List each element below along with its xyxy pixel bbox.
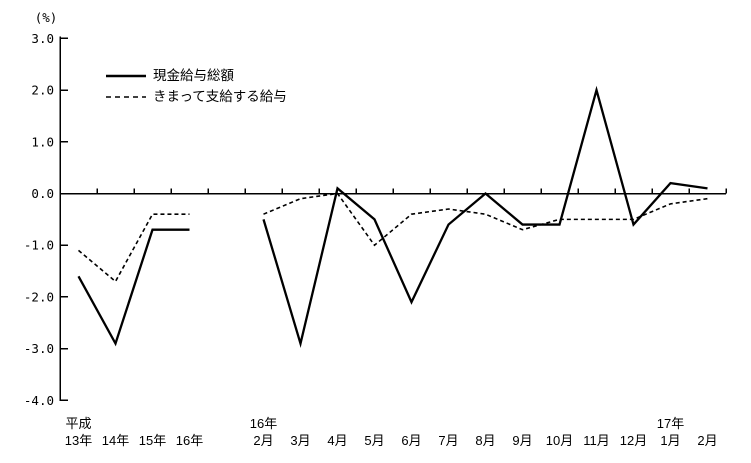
legend-label: きまって支給する給与 xyxy=(153,89,287,104)
x-tick-label: 16年 xyxy=(176,433,203,448)
x-tick-label: 14年 xyxy=(102,433,129,448)
x-tick-label: 5月 xyxy=(364,433,384,448)
x-tick-label: 8月 xyxy=(475,433,495,448)
series-line-dashed xyxy=(77,213,190,283)
y-tick-label: -4.0 xyxy=(24,393,54,408)
y-tick-label: -1.0 xyxy=(24,238,54,253)
x-group-label: 17年 xyxy=(657,416,684,431)
y-tick-label: -2.0 xyxy=(24,289,54,304)
x-tick-label: 7月 xyxy=(438,433,458,448)
x-tick-label: 2月 xyxy=(253,433,273,448)
x-tick-label: 2月 xyxy=(697,433,717,448)
series-line-solid xyxy=(262,85,708,348)
y-tick-label: 0.0 xyxy=(31,186,54,201)
x-tick-label: 11月 xyxy=(583,433,610,448)
y-tick-label: 3.0 xyxy=(31,31,54,46)
y-tick-label: 2.0 xyxy=(31,83,54,98)
y-axis-unit-label: (%) xyxy=(35,10,58,25)
legend-item-total-cash-earnings: 現金給与総額 xyxy=(106,66,287,85)
x-tick-label: 6月 xyxy=(401,433,421,448)
x-tick-label: 4月 xyxy=(327,433,347,448)
x-tick-label: 12月 xyxy=(620,433,647,448)
series-line-dashed xyxy=(263,192,708,247)
x-tick-label: 10月 xyxy=(546,433,573,448)
chart-legend: 現金給与総額 きまって支給する給与 xyxy=(106,66,287,106)
x-tick-label: 1月 xyxy=(660,433,680,448)
dashed-line-icon xyxy=(106,95,146,98)
legend-label: 現金給与総額 xyxy=(153,68,234,83)
x-tick-label: 15年 xyxy=(139,433,166,448)
legend-item-contractual-earnings: きまって支給する給与 xyxy=(106,87,287,106)
x-group-label: 16年 xyxy=(250,416,277,431)
y-tick-label: 1.0 xyxy=(31,134,54,149)
series-line-solid xyxy=(77,228,190,347)
y-tick-label: -3.0 xyxy=(24,341,54,356)
x-group-label: 平成 xyxy=(65,416,91,431)
x-tick-label: 9月 xyxy=(512,433,532,448)
x-tick-label: 3月 xyxy=(290,433,310,448)
x-tick-label: 13年 xyxy=(65,433,92,448)
solid-line-icon xyxy=(106,74,146,77)
